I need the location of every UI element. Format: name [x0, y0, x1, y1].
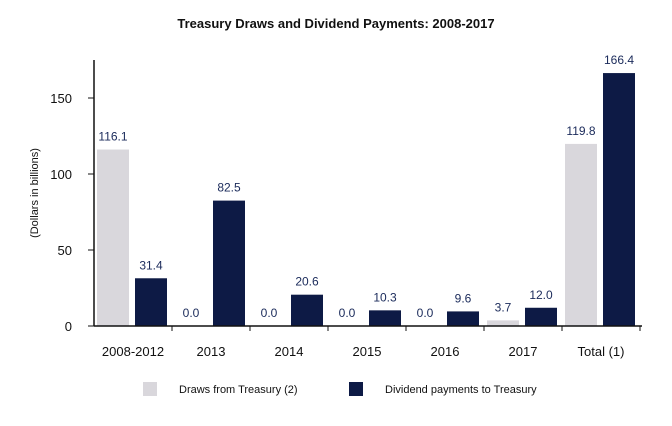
y-axis-label: (Dollars in billions) [29, 148, 41, 238]
bar-draws-6 [565, 143, 597, 326]
bar-draws-5 [487, 320, 519, 326]
data-label-dividends-0: 31.4 [139, 258, 163, 272]
bar-dividends-1 [213, 200, 245, 326]
x-tick-label-5: 2017 [509, 344, 538, 359]
data-label-draws-6: 119.8 [566, 124, 595, 138]
bar-dividends-2 [291, 294, 323, 326]
bar-dividends-5 [525, 307, 557, 326]
data-label-draws-4: 0.0 [417, 306, 434, 320]
data-label-dividends-5: 12.0 [529, 288, 553, 302]
legend-label-1: Dividend payments to Treasury [385, 384, 537, 396]
data-label-dividends-2: 20.6 [295, 275, 319, 289]
x-tick-label-2: 2014 [275, 344, 304, 359]
legend-swatch-1 [349, 382, 363, 396]
legend-label-0: Draws from Treasury (2) [179, 384, 298, 396]
bar-draws-0 [97, 149, 129, 326]
x-tick-label-3: 2015 [353, 344, 382, 359]
bar-dividends-4 [447, 311, 479, 326]
data-label-dividends-3: 10.3 [373, 290, 397, 304]
x-tick-label-4: 2016 [431, 344, 460, 359]
data-label-dividends-6: 166.4 [604, 53, 634, 67]
y-tick-label-1: 50 [58, 243, 72, 258]
y-tick-label-2: 100 [50, 167, 72, 182]
x-tick-label-0: 2008-2012 [102, 344, 164, 359]
data-label-draws-1: 0.0 [183, 306, 200, 320]
y-tick-label-3: 150 [50, 91, 72, 106]
x-tick-label-6: Total (1) [578, 344, 625, 359]
legend: Draws from Treasury (2) Dividend payments… [143, 382, 537, 396]
bar-dividends-3 [369, 310, 401, 326]
y-tick-label-0: 0 [65, 319, 72, 334]
x-tick-label-1: 2013 [197, 344, 226, 359]
data-label-draws-0: 116.1 [98, 130, 127, 144]
plot-area: 116.1 0.0 0.0 0.0 0.0 3.7 119.8 31.4 82.5 20.6 10.… [50, 53, 642, 359]
data-label-draws-5: 3.7 [495, 300, 512, 314]
data-label-draws-3: 0.0 [339, 306, 356, 320]
data-label-dividends-4: 9.6 [455, 291, 472, 305]
bar-dividends-0 [135, 278, 167, 326]
data-label-dividends-1: 82.5 [217, 181, 241, 195]
chart-title: Treasury Draws and Dividend Payments: 20… [177, 16, 494, 31]
legend-swatch-0 [143, 382, 157, 396]
data-label-draws-2: 0.0 [261, 306, 278, 320]
bar-dividends-6 [603, 73, 635, 327]
